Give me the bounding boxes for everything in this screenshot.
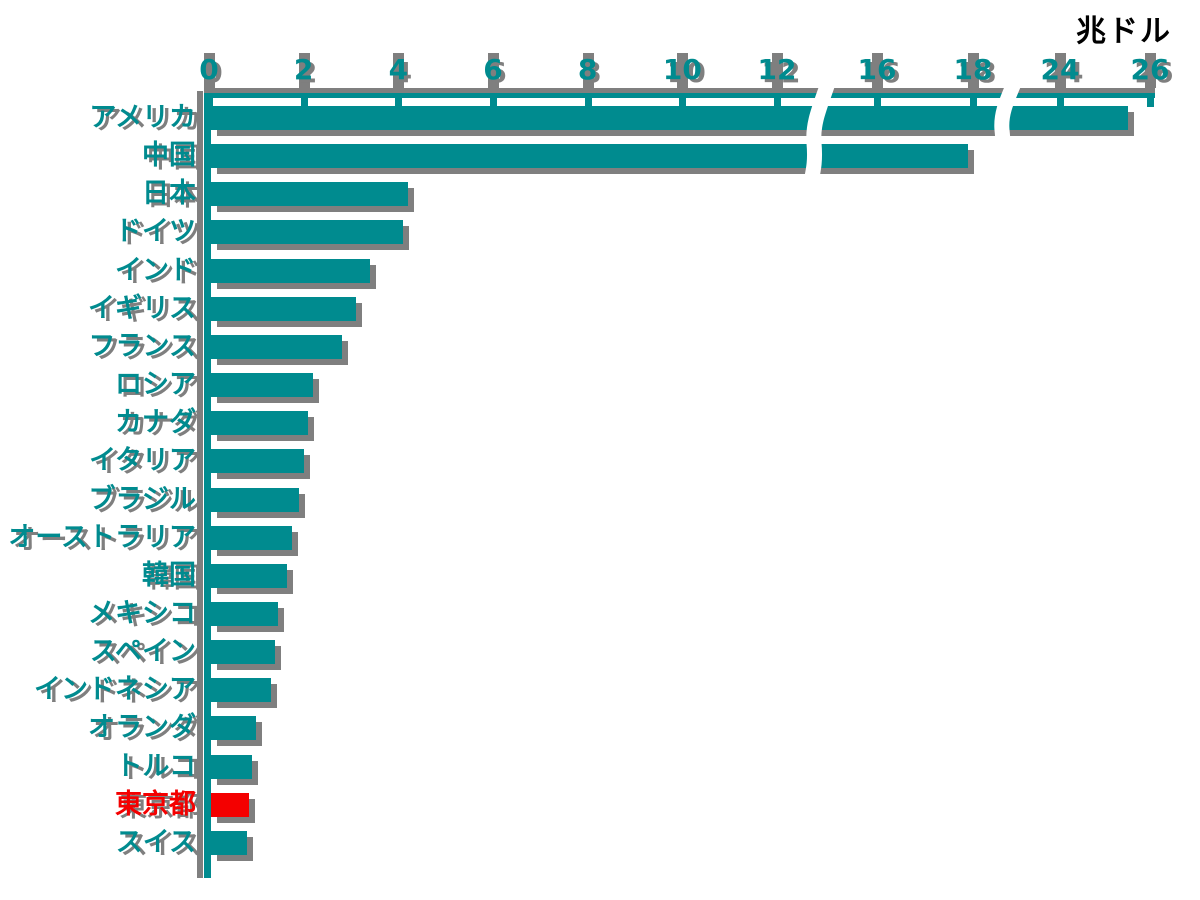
tick-mark-shadow — [1055, 53, 1066, 88]
bar-row — [211, 334, 342, 359]
bar-row — [211, 487, 299, 512]
tick-label: 12 — [757, 53, 797, 86]
category-label: ドイツ — [115, 216, 196, 248]
tick-label: 26 — [1130, 53, 1170, 86]
tick-mark — [1057, 98, 1064, 107]
axis-break-1 — [801, 50, 844, 201]
tick-mark-shadow — [298, 53, 310, 88]
tick-mark-shadow — [968, 53, 979, 88]
y-axis-shadow-line — [197, 91, 203, 878]
bar-row — [211, 601, 278, 626]
bar-row — [211, 525, 292, 550]
category-label: 東京都 — [115, 788, 196, 820]
tick-mark — [206, 98, 213, 107]
tick-label: 10 — [662, 53, 702, 86]
tick-mark-shadow — [1145, 53, 1156, 88]
axis-unit-label: 兆ドル — [1076, 14, 1172, 49]
tick-label: 0 — [199, 53, 219, 86]
tick-mark-shadow — [872, 53, 883, 88]
category-label: 日本 — [142, 178, 196, 210]
tick-label: 8 — [577, 53, 598, 86]
bar-row — [211, 296, 356, 321]
category-label: フランス — [88, 330, 196, 362]
tick-mark — [395, 98, 403, 107]
tick-mark — [490, 98, 497, 107]
category-label: スイス — [115, 826, 196, 858]
category-label: イタリア — [89, 445, 196, 477]
tick-mark — [300, 98, 308, 107]
bar-row — [211, 449, 304, 474]
category-label: スペイン — [89, 636, 196, 668]
bar-row — [211, 830, 247, 855]
category-label: オーストラリア — [8, 521, 196, 553]
x-axis-line — [204, 93, 1155, 98]
tick-label: 16 — [857, 53, 897, 86]
bar-row — [211, 563, 288, 588]
bar-row — [211, 678, 271, 703]
tick-label: 2 — [293, 53, 314, 86]
tick-label: 24 — [1040, 53, 1080, 86]
tick-label: 18 — [953, 53, 993, 86]
category-label: 韓国 — [142, 559, 196, 591]
tick-mark-shadow — [393, 53, 405, 88]
bar-row — [211, 754, 252, 779]
tick-mark-shadow — [772, 53, 783, 88]
axis-break-2 — [992, 50, 1032, 172]
bar-row — [211, 220, 404, 245]
category-label: インド — [115, 254, 196, 286]
tick-mark — [679, 98, 687, 107]
bar-row — [211, 182, 408, 207]
y-axis-line — [204, 93, 211, 878]
tick-label: 4 — [388, 53, 409, 86]
category-label: トルコ — [115, 750, 196, 782]
tick-mark — [874, 98, 881, 107]
category-label: 中国 — [142, 140, 196, 172]
tick-label: 6 — [483, 53, 503, 86]
bar-row — [211, 258, 370, 283]
category-label: メキシコ — [88, 597, 196, 629]
tick-mark-shadow — [488, 53, 499, 88]
bar-row — [211, 411, 309, 436]
category-label: ロシア — [115, 369, 196, 401]
tick-mark-shadow — [204, 53, 215, 88]
tick-mark — [1147, 98, 1154, 107]
tick-mark — [774, 98, 781, 107]
tick-mark-shadow — [582, 53, 594, 88]
bar-row — [211, 106, 1128, 130]
tick-mark — [584, 98, 592, 107]
bar-row — [211, 716, 257, 741]
x-axis-shadow-line — [204, 88, 1155, 93]
tick-mark-shadow — [677, 53, 689, 88]
category-label: ブラジル — [88, 483, 196, 515]
bar-row — [211, 144, 969, 169]
category-label: イギリス — [88, 292, 196, 324]
category-label: カナダ — [115, 407, 196, 439]
category-label: オランダ — [88, 712, 196, 744]
category-label: インドネシア — [34, 674, 196, 706]
tick-mark — [970, 98, 977, 107]
bar-highlight — [211, 792, 250, 817]
bar-row — [211, 640, 276, 665]
bar-row — [211, 373, 314, 398]
category-label: アメリカ — [89, 102, 196, 133]
